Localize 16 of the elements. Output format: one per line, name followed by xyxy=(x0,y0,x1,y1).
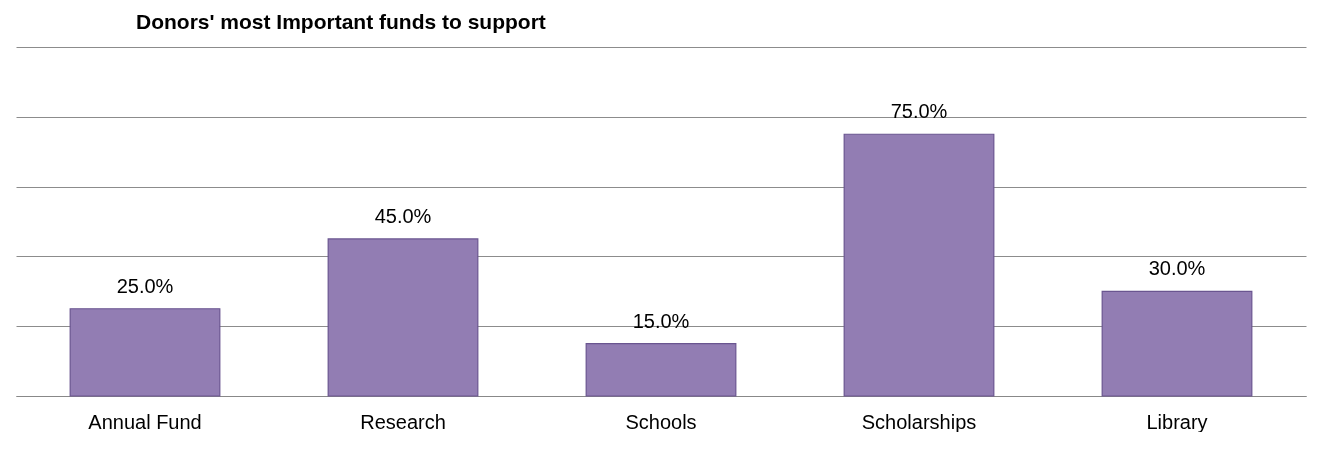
x-tick-label: Research xyxy=(360,410,446,433)
bar xyxy=(843,133,995,397)
data-label: 15.0% xyxy=(632,309,690,332)
bar xyxy=(327,238,479,397)
data-label: 25.0% xyxy=(116,274,174,297)
x-tick-label: Library xyxy=(1146,410,1208,433)
data-label: 30.0% xyxy=(1148,257,1206,280)
bar xyxy=(1101,290,1253,397)
data-label: 45.0% xyxy=(374,204,432,227)
bar xyxy=(69,308,221,397)
data-label: 75.0% xyxy=(890,100,948,123)
x-tick-label: Scholarships xyxy=(861,410,977,433)
bar xyxy=(585,343,737,397)
chart-title: Donors' most Important funds to support xyxy=(136,10,546,33)
x-tick-label: Schools xyxy=(625,410,697,433)
x-tick-label: Annual Fund xyxy=(88,410,202,433)
